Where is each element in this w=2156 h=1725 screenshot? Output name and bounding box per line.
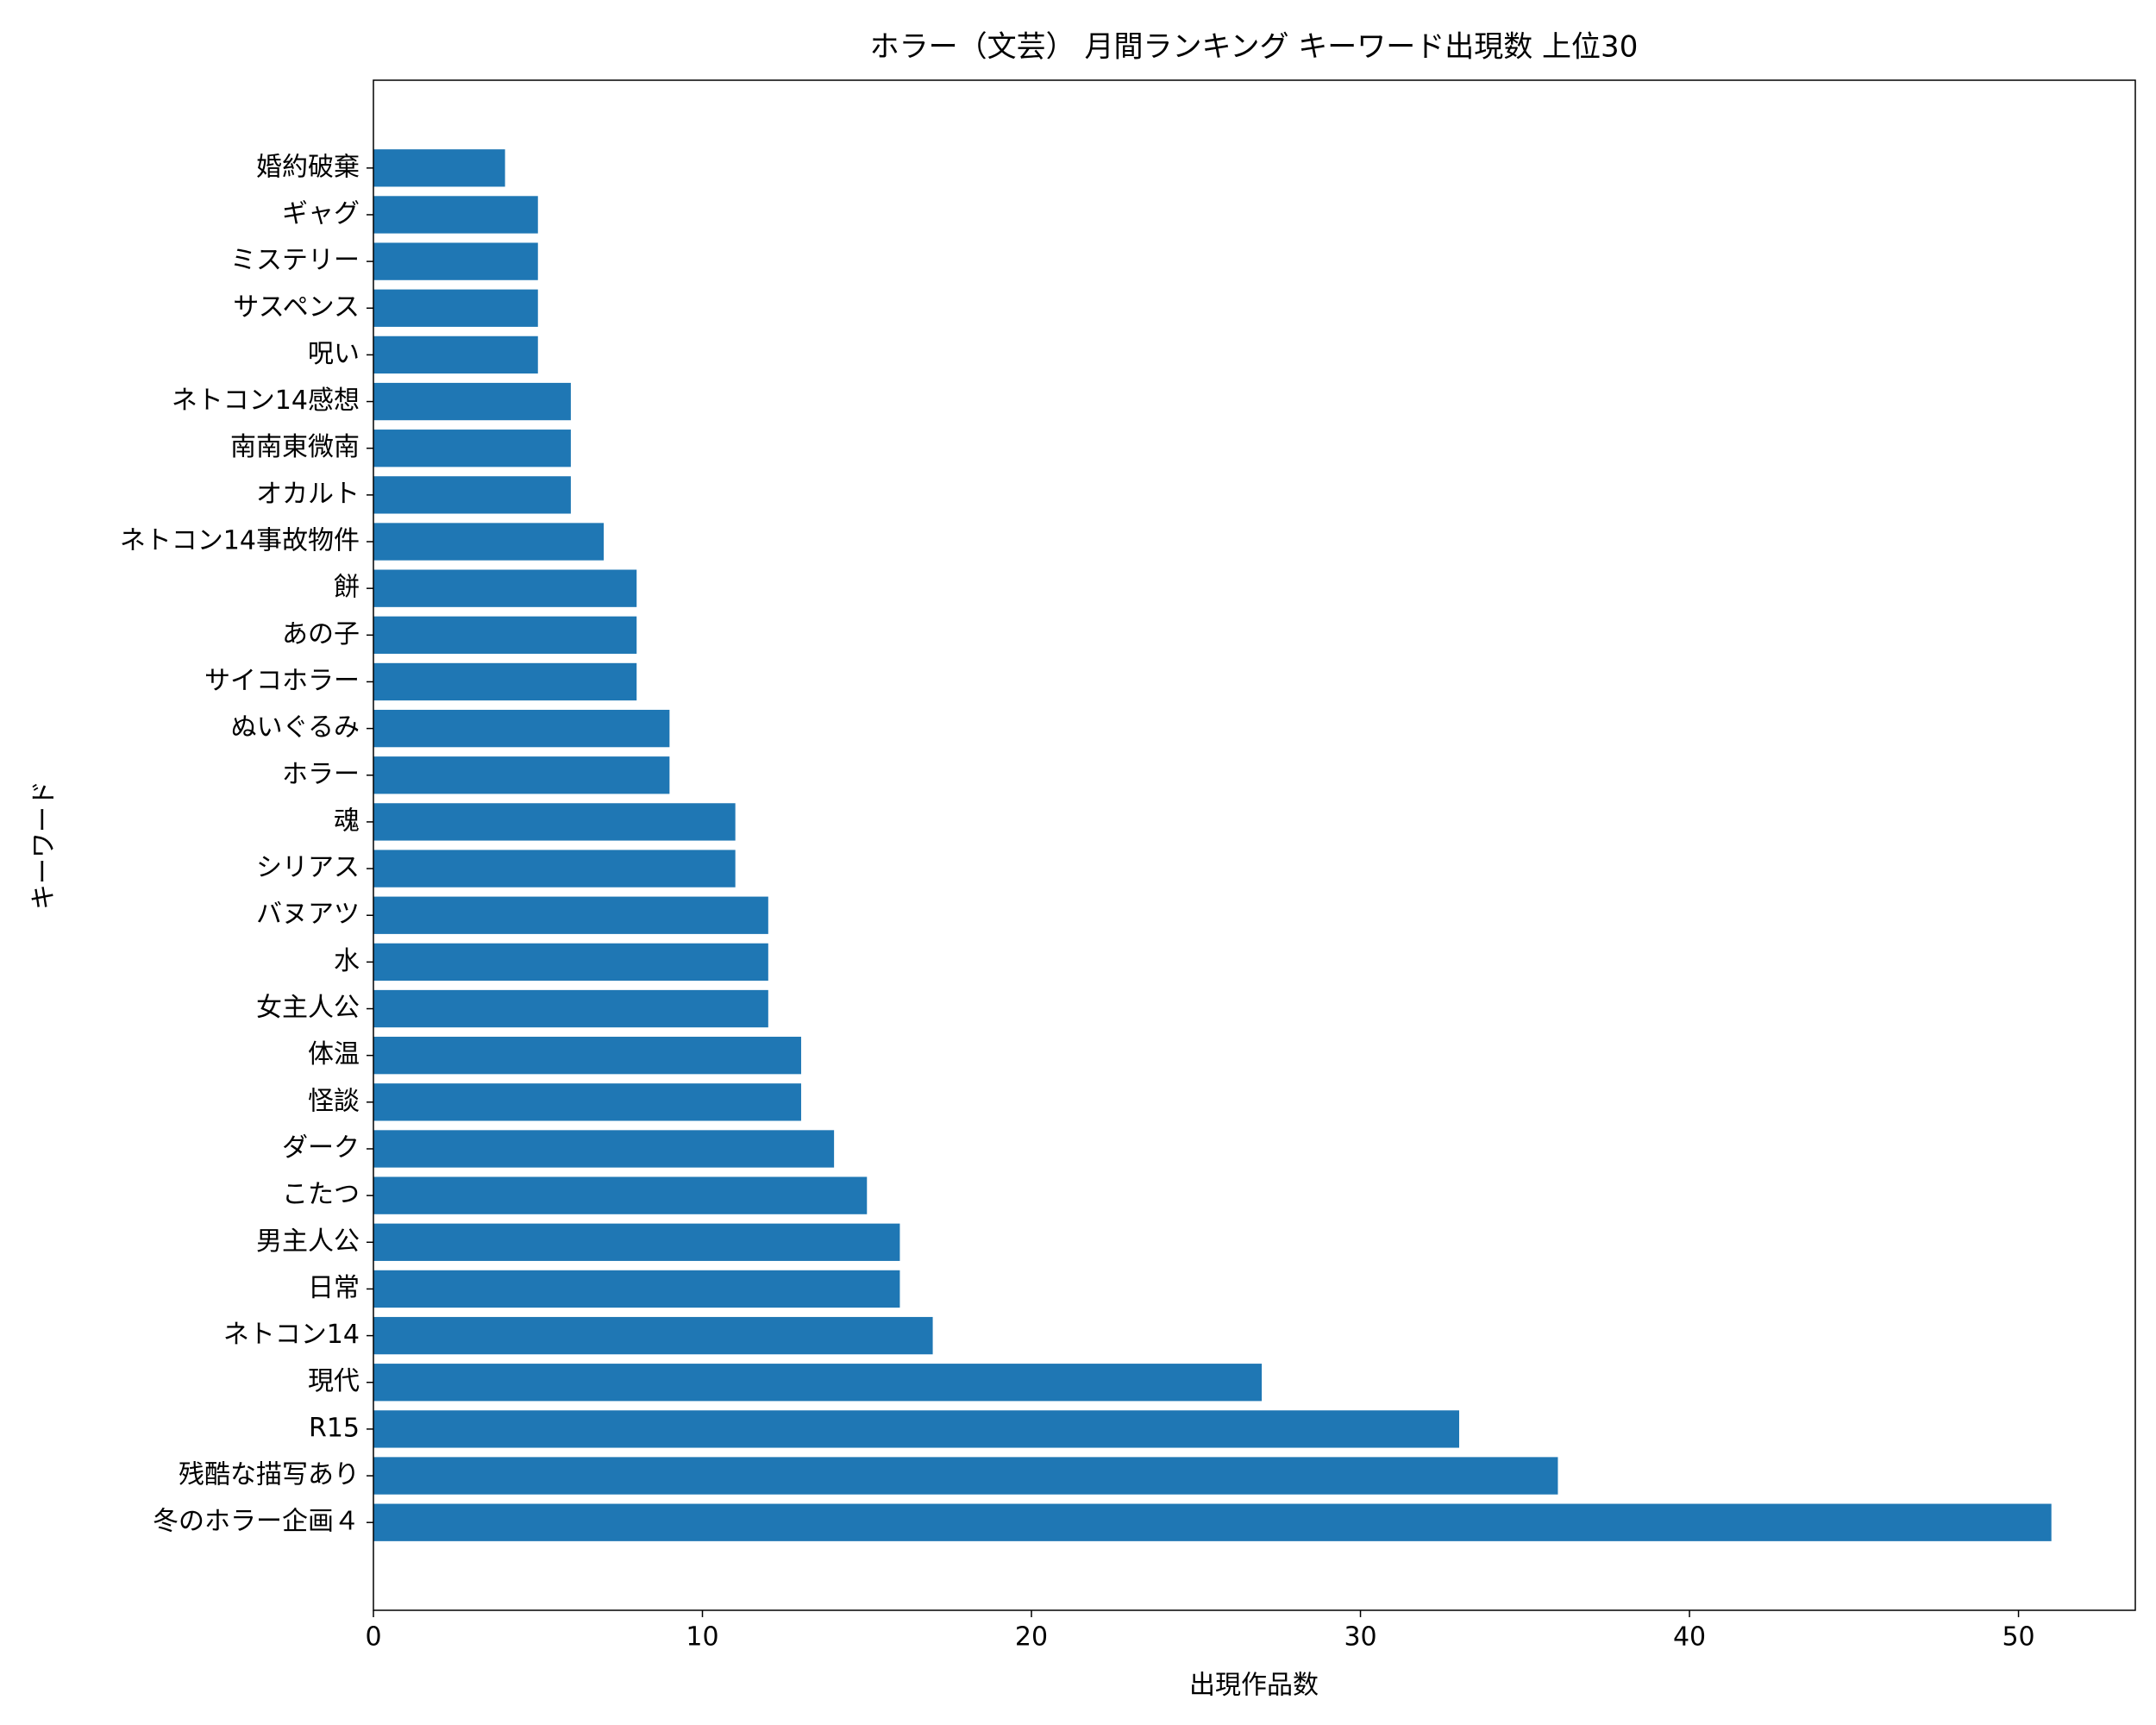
y-tick-label: 女主人公 (256, 993, 360, 1023)
y-tick-label: ギャグ (282, 198, 360, 229)
y-tick-label: バヌアツ (256, 900, 360, 930)
bar (373, 430, 571, 467)
bar (373, 382, 571, 421)
bar (373, 336, 538, 374)
x-tick-label: 20 (1015, 1622, 1048, 1653)
bar (373, 523, 605, 561)
y-tick-label: 冬のホラー企画４ (153, 1507, 360, 1537)
bar (373, 616, 637, 654)
y-tick-label: 男主人公 (256, 1226, 360, 1257)
y-tick-label: 日常 (308, 1273, 360, 1303)
bar (373, 1364, 1263, 1402)
y-tick-label: ネトコン14事故物件 (120, 526, 360, 556)
bar (373, 569, 637, 607)
bar (373, 709, 670, 748)
y-tick-label: ネトコン14感想 (172, 386, 360, 416)
y-tick-label: サスペンス (233, 292, 360, 323)
bar (373, 289, 538, 327)
y-tick-label: 体温 (308, 1039, 360, 1070)
bar (373, 662, 637, 701)
bar (373, 1223, 900, 1261)
x-axis-label: 出現作品数 (1189, 1671, 1319, 1701)
y-tick-label: ぬいぐるみ (231, 712, 360, 743)
y-tick-label: 水 (334, 946, 360, 976)
y-tick-label: オカルト (256, 479, 360, 509)
y-tick-label: ダーク (282, 1132, 360, 1163)
y-axis-label: キーワード (29, 781, 60, 910)
bar (373, 943, 768, 982)
bar (373, 896, 768, 934)
y-tick-label: 魂 (334, 806, 360, 836)
bar (373, 196, 538, 234)
x-tick-label: 50 (2002, 1622, 2034, 1653)
x-tick-label: 10 (686, 1622, 718, 1653)
y-tick-label: あの子 (282, 619, 360, 649)
y-tick-label: R15 (309, 1413, 360, 1443)
bar (373, 1457, 1558, 1495)
x-tick-label: 30 (1344, 1622, 1376, 1653)
y-tick-label: 怪談 (308, 1086, 360, 1116)
y-tick-label: ネトコン14 (223, 1320, 360, 1350)
bar (373, 989, 768, 1028)
chart-title: ホラー（文芸） 月間ランキング キーワード出現数 上位30 (870, 30, 1639, 65)
plot-frame (373, 79, 2136, 1611)
x-tick-label: 40 (1673, 1622, 1706, 1653)
y-tick-label: シリアス (256, 853, 360, 883)
bar (373, 1130, 835, 1168)
bar (373, 1083, 801, 1121)
y-tick-label: 呪い (308, 339, 360, 369)
bar (373, 149, 505, 187)
y-tick-label: ミステリー (230, 246, 360, 276)
bar (373, 476, 571, 514)
bar (373, 850, 736, 888)
y-tick-label: こたつ (282, 1180, 360, 1210)
y-tick-label: 南南東微南 (230, 432, 360, 462)
y-tick-label: 残酷な描写あり (179, 1460, 360, 1490)
bar (373, 1176, 868, 1214)
y-tick-label: サイコホラー (204, 666, 360, 696)
bar (373, 242, 538, 280)
y-tick-label: 現代 (308, 1366, 360, 1396)
y-tick-label: ホラー (282, 759, 360, 789)
bar (373, 1410, 1459, 1448)
y-tick-label: 婚約破棄 (256, 152, 360, 182)
bar (373, 1503, 2052, 1541)
bar (373, 1316, 933, 1355)
x-tick-label: 0 (365, 1622, 381, 1653)
bar (373, 803, 736, 841)
bar (373, 1037, 801, 1075)
bar (373, 1270, 900, 1308)
y-tick-label: 餅 (334, 573, 360, 603)
bar (373, 756, 670, 794)
